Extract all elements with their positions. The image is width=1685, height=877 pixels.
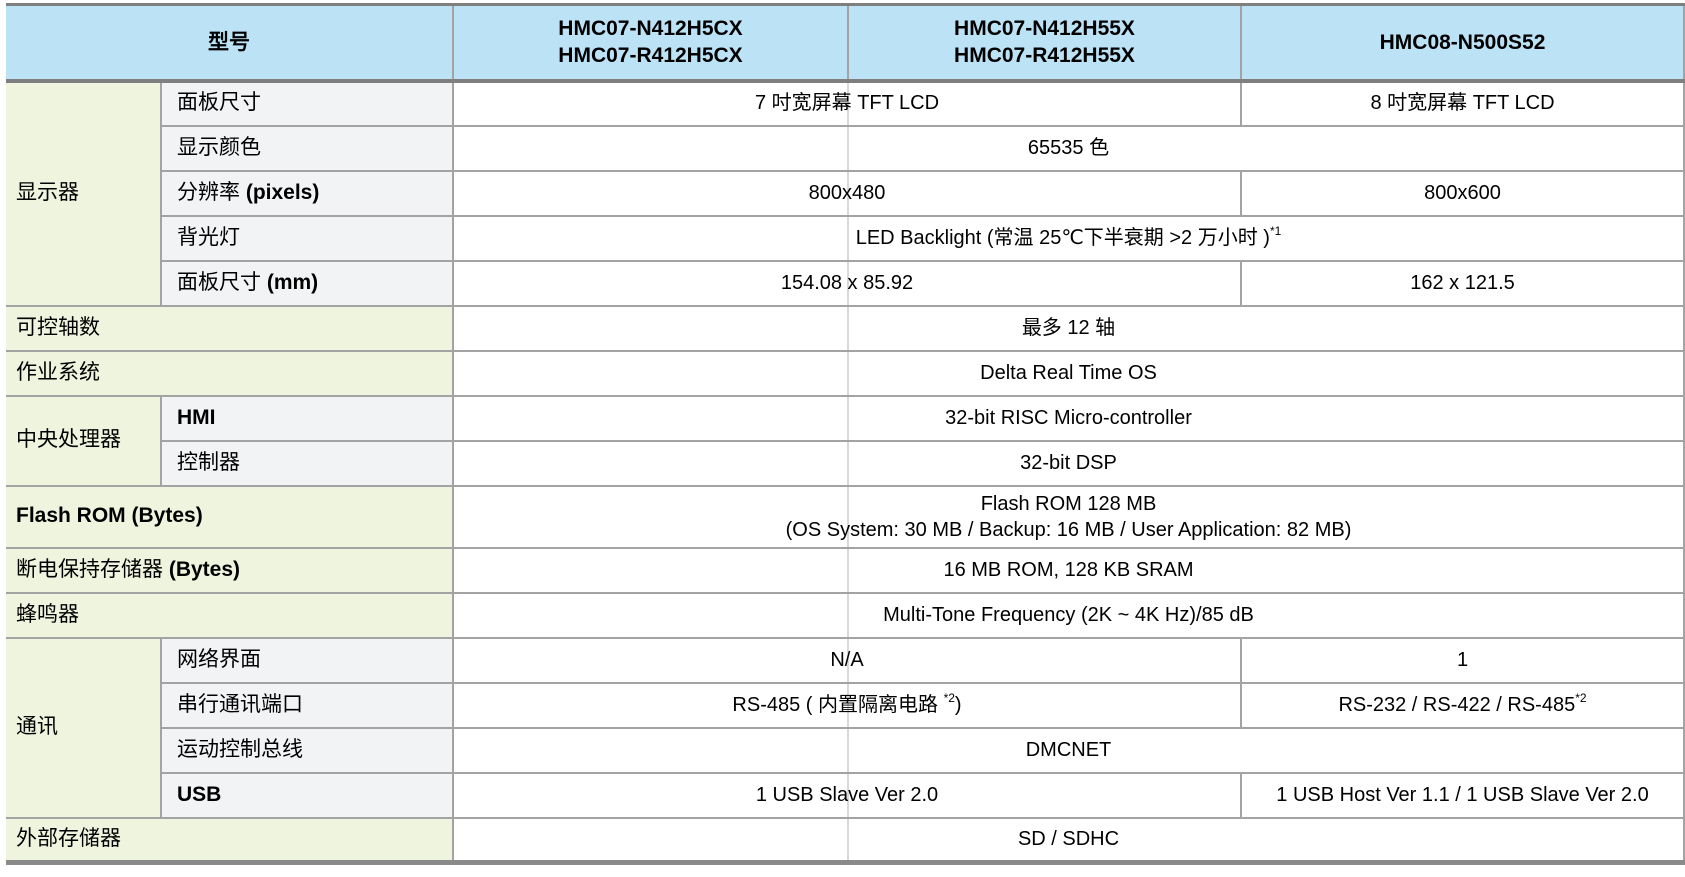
row-cpu-controller: 控制器 32-bit DSP [6,439,1685,487]
label-panel-size: 面板尺寸 [160,79,454,127]
row-controllable-axes: 可控轴数 最多 12 轴 [6,304,1685,352]
row-panel-dimensions: 面板尺寸 (mm) 154.08 x 85.92 162 x 121.5 [6,259,1685,307]
label-buzzer: 蜂鸣器 [6,591,454,639]
value-line: Flash ROM 128 MB [980,492,1157,515]
value-ethernet-8inch: 1 [1240,636,1685,684]
row-cpu-hmi: 中央处理器 HMI 32-bit RISC Micro-controller [6,394,1685,487]
group-cell-cpu: 中央处理器 [6,394,162,487]
row-operating-system: 作业系统 Delta Real Time OS [6,349,1685,397]
label-backlight: 背光灯 [160,214,454,262]
model-column-hmc07-h55x: HMC07-N412H55X HMC07-R412H55X [847,3,1242,83]
value-text: RS-232 / RS-422 / RS-485 [1338,693,1576,716]
label-external-storage: 外部存储器 [6,816,454,865]
model-name-line: HMC07-R412H55X [954,44,1135,68]
model-name-line: HMC07-R412H5CX [558,44,743,68]
value-text: RS-485 ( 内置隔离电路 [732,693,944,716]
row-motion-bus: 运动控制总线 DMCNET [6,726,1685,774]
value-display-colors: 65535 色 [452,124,1685,172]
value-controllable-axes: 最多 12 轴 [452,304,1685,352]
value-text: ) [954,693,962,716]
spec-sheet: 型号 HMC07-N412H5CX HMC07-R412H5CX HMC07-N… [6,3,1685,873]
model-column-hmc08: HMC08-N500S52 [1240,3,1685,83]
footnote-2-marker: *2 [943,690,955,705]
value-panel-size-8inch: 8 吋宽屏幕 TFT LCD [1240,79,1685,127]
value-controller: 32-bit DSP [452,439,1685,487]
label-serial-ports: 串行通讯端口 [160,681,454,729]
row-panel-size: 显示器 面板尺寸 7 吋宽屏幕 TFT LCD 8 吋宽屏幕 TFT LCD [6,79,1685,307]
row-backlight: 背光灯 LED Backlight (常温 25℃下半衰期 >2 万小时 )*1 [6,214,1685,262]
label-suffix: (pixels) [240,180,320,204]
value-serial-8inch: RS-232 / RS-422 / RS-485*2 [1240,681,1685,729]
row-flash-rom: Flash ROM (Bytes) Flash ROM 128 MB (OS S… [6,484,1685,549]
label-text: Flash ROM [16,504,126,528]
value-usb-8inch: 1 USB Host Ver 1.1 / 1 USB Slave Ver 2.0 [1240,771,1685,819]
row-external-storage: 外部存储器 SD / SDHC [6,816,1685,865]
label-nvram: 断电保持存储器 (Bytes) [6,546,454,594]
row-resolution: 分辨率 (pixels) 800x480 800x600 [6,169,1685,217]
label-controllable-axes: 可控轴数 [6,304,454,352]
value-panel-size-7inch: 7 吋宽屏幕 TFT LCD [452,79,1242,127]
label-text: 面板尺寸 [177,270,261,294]
label-suffix: (Bytes) [125,504,203,528]
label-suffix: (mm) [261,270,319,294]
group-cell-communication: 通讯 [6,636,162,819]
label-text: 断电保持存储器 [16,557,163,581]
label-resolution: 分辨率 (pixels) [160,169,454,217]
value-buzzer: Multi-Tone Frequency (2K ~ 4K Hz)/85 dB [452,591,1685,639]
value-hmi: 32-bit RISC Micro-controller [452,394,1685,442]
value-ethernet-7inch: N/A [452,636,1242,684]
label-flash-rom: Flash ROM (Bytes) [6,484,454,549]
label-panel-dimensions: 面板尺寸 (mm) [160,259,454,307]
model-header-label: 型号 [6,3,454,83]
label-controller: 控制器 [160,439,454,487]
value-line: (OS System: 30 MB / Backup: 16 MB / User… [785,518,1352,541]
value-backlight: LED Backlight (常温 25℃下半衰期 >2 万小时 )*1 [452,214,1685,262]
value-panel-dimensions-7inch: 154.08 x 85.92 [452,259,1242,307]
label-motion-bus: 运动控制总线 [160,726,454,774]
label-display-colors: 显示颜色 [160,124,454,172]
spec-table: 型号 HMC07-N412H5CX HMC07-R412H5CX HMC07-N… [6,3,1685,865]
value-nvram: 16 MB ROM, 128 KB SRAM [452,546,1685,594]
row-ethernet: 通讯 网络界面 N/A 1 [6,636,1685,819]
value-resolution-7inch: 800x480 [452,169,1242,217]
row-display-colors: 显示颜色 65535 色 [6,124,1685,172]
label-text: 分辨率 [177,180,240,204]
label-ethernet: 网络界面 [160,636,454,684]
group-cell-display: 显示器 [6,79,162,307]
footnote-1-marker: *1 [1269,223,1282,238]
value-serial-7inch: RS-485 ( 内置隔离电路 *2) [452,681,1242,729]
label-suffix: (Bytes) [163,557,241,581]
value-flash-rom: Flash ROM 128 MB (OS System: 30 MB / Bac… [452,484,1685,549]
model-column-hmc07-h5cx: HMC07-N412H5CX HMC07-R412H5CX [452,3,849,83]
value-motion-bus: DMCNET [452,726,1685,774]
value-resolution-8inch: 800x600 [1240,169,1685,217]
value-panel-dimensions-8inch: 162 x 121.5 [1240,259,1685,307]
row-usb: USB 1 USB Slave Ver 2.0 1 USB Host Ver 1… [6,771,1685,819]
value-usb-7inch: 1 USB Slave Ver 2.0 [452,771,1242,819]
value-operating-system: Delta Real Time OS [452,349,1685,397]
model-name-line: HMC07-N412H5CX [558,16,743,40]
model-name-line: HMC07-N412H55X [954,16,1135,40]
value-external-storage: SD / SDHC [452,816,1685,865]
value-text: LED Backlight (常温 25℃下半衰期 >2 万小时 ) [855,226,1270,249]
row-buzzer: 蜂鸣器 Multi-Tone Frequency (2K ~ 4K Hz)/85… [6,591,1685,639]
header-row: 型号 HMC07-N412H5CX HMC07-R412H5CX HMC07-N… [6,3,1685,83]
label-operating-system: 作业系统 [6,349,454,397]
label-usb: USB [160,771,454,819]
label-hmi: HMI [160,394,454,442]
row-serial-ports: 串行通讯端口 RS-485 ( 内置隔离电路 *2) RS-232 / RS-4… [6,681,1685,729]
footnote-2-marker: *2 [1575,690,1587,705]
row-nvram: 断电保持存储器 (Bytes) 16 MB ROM, 128 KB SRAM [6,546,1685,594]
